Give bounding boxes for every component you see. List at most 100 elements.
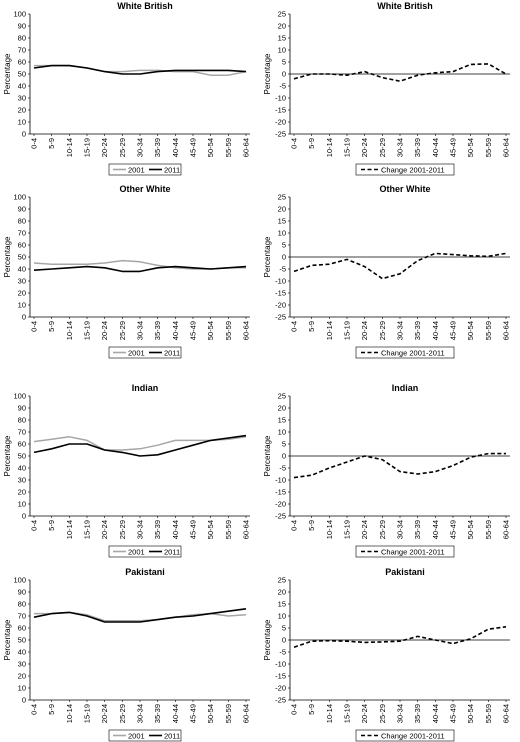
chart-panel-1: White British -25 -20 -15 -10 -5 0 5 10 15 20 25 Per… [263,1,511,176]
y-tick-label: 30 [18,277,26,286]
y-tick-label: 60 [18,624,26,633]
y-tick-label: 0 [282,70,286,79]
legend-label: 2001 [128,547,145,556]
y-tick-label: 80 [18,34,26,43]
y-tick-label: 40 [18,648,26,657]
x-tick-label: 20-24 [100,321,109,340]
y-tick-label: -5 [279,464,286,473]
legend-label: 2011 [164,731,180,740]
x-tick-label: 25-29 [118,704,127,723]
y-tick-label: 0 [22,696,26,705]
y-axis-label: Percentage [3,236,12,277]
y-tick-label: 25 [278,576,286,585]
chart-title: Pakistani [125,567,165,577]
chart-panel-3: Other White -25 -20 -15 -10 -5 0 5 10 15 20 25 Perce… [263,184,511,359]
x-tick-label: 60-64 [502,520,511,539]
x-tick-label: 10-14 [65,138,74,157]
y-tick-label: 80 [18,416,26,425]
chart-title: Indian [132,383,159,393]
y-axis-label: Percentage [263,236,272,277]
x-tick-label: 50-54 [206,138,215,157]
x-tick-label: 45-49 [449,138,458,157]
x-tick-label: 50-54 [206,704,215,723]
y-tick-label: 25 [278,193,286,202]
x-tick-label: 5-9 [307,138,316,149]
x-tick-label: 60-64 [242,321,251,340]
y-tick-label: 10 [278,229,286,238]
y-tick-label: -10 [275,277,286,286]
x-tick-label: 15-19 [83,520,92,539]
legend-label: 2001 [128,165,145,174]
x-tick-label: 5-9 [307,520,316,531]
y-tick-label: 15 [278,217,286,226]
x-tick-label: 5-9 [47,321,56,332]
x-tick-label: 15-19 [83,321,92,340]
x-tick-label: 50-54 [206,321,215,340]
x-tick-label: 60-64 [242,520,251,539]
chart-panel-7: Pakistani -25 -20 -15 -10 -5 0 5 10 15 20 25 Percent… [263,567,511,742]
x-tick-label: 45-49 [189,138,198,157]
x-tick-label: 0-4 [30,520,39,531]
y-tick-label: -25 [275,696,286,705]
y-tick-label: 70 [18,229,26,238]
x-tick-label: 40-44 [431,321,440,340]
legend-box [108,163,182,176]
y-tick-label: -25 [275,130,286,139]
x-tick-label: 30-34 [396,138,405,157]
legend-box [355,346,455,359]
y-tick-label: 25 [278,10,286,19]
x-tick-label: 50-54 [206,520,215,539]
y-tick-label: 20 [18,488,26,497]
x-tick-label: 40-44 [431,704,440,723]
y-tick-label: 30 [18,476,26,485]
y-tick-label: 0 [282,452,286,461]
x-tick-label: 45-49 [449,704,458,723]
y-tick-label: 40 [18,82,26,91]
y-tick-label: 90 [18,22,26,31]
legend-box [108,346,182,359]
x-tick-label: 50-54 [466,321,475,340]
x-tick-label: 40-44 [431,520,440,539]
y-tick-label: 60 [18,241,26,250]
y-axis-label: Percentage [3,53,12,94]
y-tick-label: 40 [18,265,26,274]
y-axis-label: Percentage [263,53,272,94]
x-tick-label: 35-39 [153,704,162,723]
series-line-2011 [33,608,247,623]
series-line-change-2001-2011 [293,626,507,648]
chart-panel-0: White British 0 10 20 30 40 50 60 70 80 90 100 Perce… [3,1,251,176]
legend-box [355,545,455,558]
legend-label: Change 2001-2011 [381,165,445,174]
x-tick-label: 20-24 [360,520,369,539]
legend-label: 2001 [128,348,145,357]
x-tick-label: 20-24 [360,704,369,723]
x-tick-label: 0-4 [290,321,299,332]
legend-label: 2011 [164,547,180,556]
x-tick-label: 30-34 [396,704,405,723]
x-tick-label: 30-34 [136,321,145,340]
y-tick-label: -20 [275,500,286,509]
y-tick-label: 50 [18,452,26,461]
legend-box [108,545,182,558]
chart-title: White British [377,1,433,11]
x-tick-label: 10-14 [325,704,334,723]
x-tick-label: 30-34 [396,520,405,539]
y-tick-label: 10 [18,118,26,127]
x-tick-label: 55-59 [224,704,233,723]
x-tick-label: 45-49 [189,520,198,539]
x-tick-label: 40-44 [171,321,180,340]
y-tick-label: 60 [18,440,26,449]
x-tick-label: 25-29 [378,704,387,723]
y-tick-label: 5 [282,58,286,67]
y-tick-label: 70 [18,46,26,55]
chart-title: Pakistani [385,567,425,577]
legend-label: Change 2001-2011 [381,348,445,357]
x-tick-label: 25-29 [378,520,387,539]
x-tick-label: 5-9 [47,520,56,531]
x-tick-label: 55-59 [224,520,233,539]
y-tick-label: 15 [278,600,286,609]
y-tick-label: -25 [275,512,286,521]
x-tick-label: 25-29 [118,321,127,340]
y-tick-label: 80 [18,217,26,226]
y-tick-label: 5 [282,241,286,250]
